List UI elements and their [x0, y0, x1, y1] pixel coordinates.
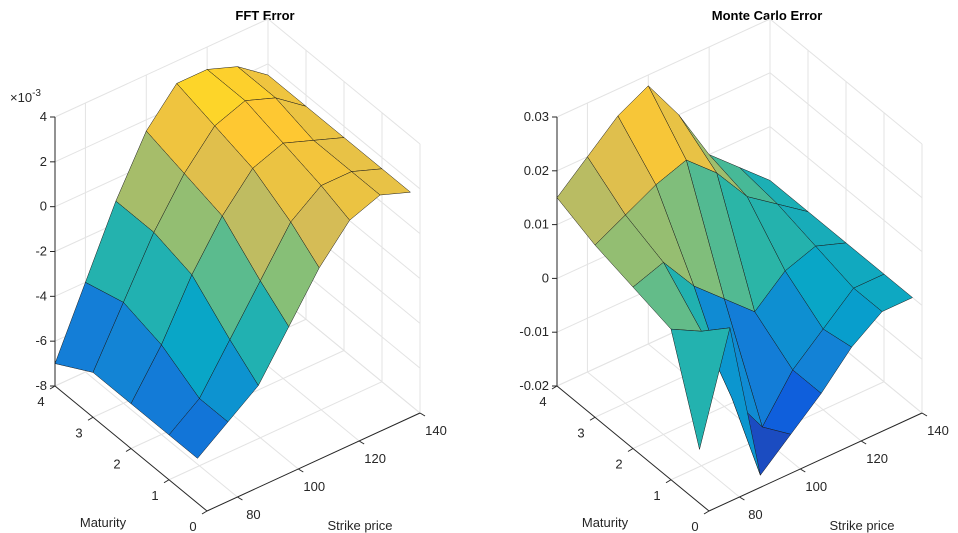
multiplier-exponent: -3 [32, 88, 41, 99]
multiplier-base: ×10 [10, 90, 32, 105]
grid-line [556, 18, 771, 118]
surface-patch [168, 398, 229, 459]
z-tick-label: -2 [35, 244, 47, 259]
z-tick-label: 0.01 [524, 217, 549, 232]
x-axis-label: Strike price [829, 518, 894, 533]
x-axis [206, 412, 421, 512]
tick-mark [703, 510, 710, 515]
z-tick-label: 4 [40, 109, 47, 124]
y-axis-label: Maturity [582, 515, 629, 530]
x-tick-label: 100 [303, 479, 325, 494]
y-tick-label: 0 [189, 519, 196, 533]
tick-mark [87, 416, 94, 421]
y-tick-label: 2 [615, 457, 622, 472]
tick-mark [419, 412, 426, 417]
x-axis [708, 412, 923, 512]
chart-title: FFT Error [235, 8, 294, 23]
y-tick-label: 4 [539, 394, 546, 409]
z-tick-label: 0.02 [524, 163, 549, 178]
z-tick-label: -4 [35, 288, 47, 303]
x-tick-label: 140 [927, 423, 949, 438]
tick-mark [800, 468, 806, 473]
z-tick-label: -8 [35, 378, 47, 393]
y-tick-label: 1 [151, 488, 158, 503]
grid-line [769, 72, 923, 199]
x-tick-label: 140 [425, 423, 447, 438]
x-tick-label: 120 [866, 451, 888, 466]
grid-line [54, 18, 269, 118]
tick-mark [665, 479, 672, 484]
tick-mark [860, 440, 867, 445]
x-tick-label: 120 [364, 451, 386, 466]
tick-mark [298, 468, 304, 473]
z-tick-label: 2 [40, 154, 47, 169]
y-tick-label: 2 [113, 457, 120, 472]
y-tick-label: 0 [691, 519, 698, 533]
grid-line [267, 63, 421, 190]
x-tick-label: 80 [246, 507, 260, 522]
tick-mark [739, 496, 745, 501]
z-tick-label: -0.01 [519, 324, 549, 339]
tick-mark [201, 510, 208, 515]
y-axis-label: Maturity [80, 515, 127, 530]
z-tick-label: 0.03 [524, 109, 549, 124]
z-multiplier: ×10-3 [10, 88, 41, 105]
z-tick-label: -6 [35, 333, 47, 348]
tick-mark [163, 479, 170, 484]
tick-mark [627, 448, 634, 452]
y-tick-label: 1 [653, 488, 660, 503]
grid-line [769, 126, 923, 252]
tick-mark [921, 412, 928, 417]
z-tick-label: 0 [40, 199, 47, 214]
y-tick-label: 3 [75, 425, 82, 440]
tick-mark [237, 496, 243, 501]
grid-line [267, 18, 421, 145]
x-tick-label: 100 [805, 479, 827, 494]
surface-patch [670, 327, 731, 450]
y-tick-label: 4 [37, 394, 44, 409]
grid-line [168, 381, 383, 481]
z-tick-label: -0.02 [519, 378, 549, 393]
x-tick-label: 80 [748, 507, 762, 522]
x-axis-label: Strike price [327, 518, 392, 533]
tick-mark [125, 448, 132, 452]
z-tick-label: 0 [542, 270, 549, 285]
grid-line [769, 18, 923, 145]
chart-title: Monte Carlo Error [712, 8, 823, 23]
tick-mark [589, 416, 596, 421]
y-tick-label: 3 [577, 425, 584, 440]
tick-mark [358, 440, 365, 445]
